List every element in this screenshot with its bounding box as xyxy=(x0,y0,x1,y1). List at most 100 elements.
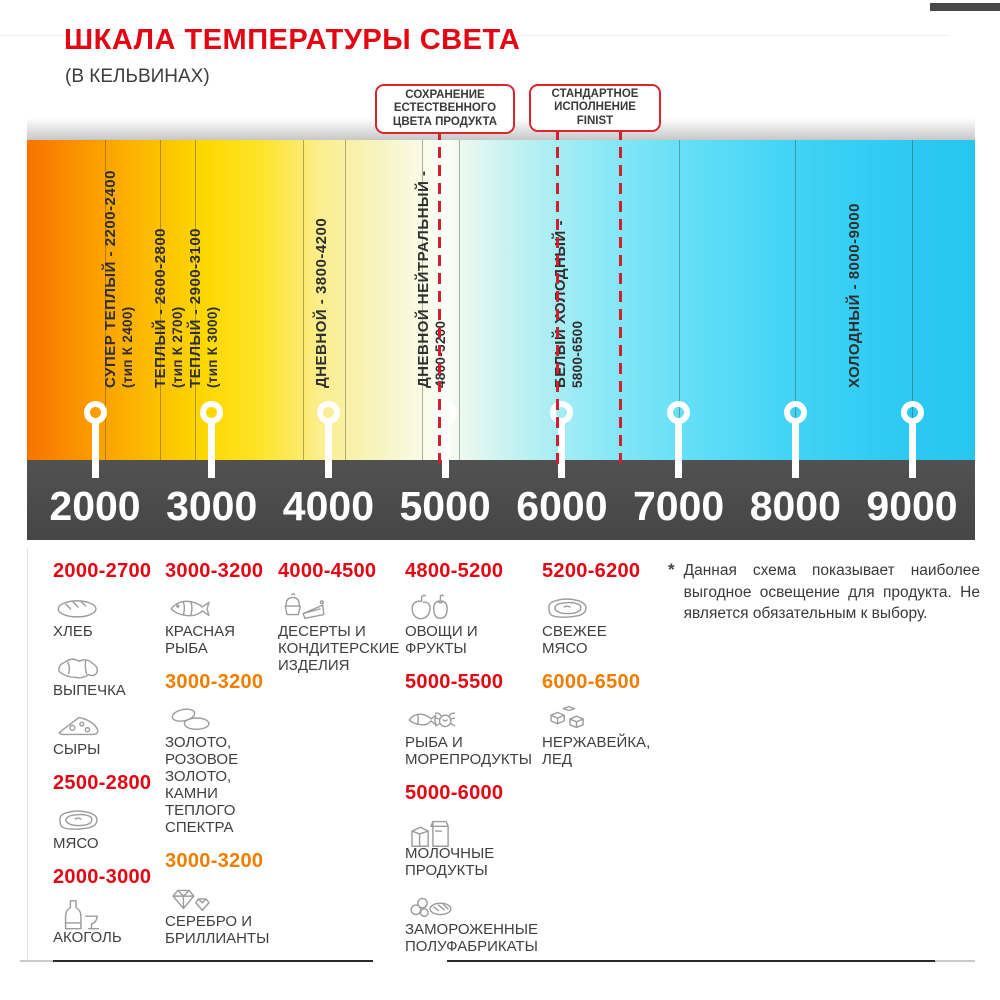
axis-tick: 4000 xyxy=(282,483,374,529)
fruits-icon xyxy=(405,591,581,623)
temperature-range: 4800-5200 xyxy=(405,560,504,582)
zone-separator-line xyxy=(912,140,913,460)
product-label: ЗАМОРОЖЕННЫЕ ПОЛУФАБРИКАТЫ xyxy=(405,921,539,955)
product-item: ЗОЛОТО, РОЗОВОЕ ЗОЛОТО, КАМНИ ТЕПЛОГО СП… xyxy=(165,702,277,836)
axis-tick: 8000 xyxy=(749,483,841,529)
zone-label-sub: 5800-6500 xyxy=(570,320,586,388)
footnote-asterisk: * xyxy=(668,560,675,579)
scale-pin-stem xyxy=(908,421,916,478)
cheese-icon xyxy=(53,709,158,741)
temperature-range: 3000-3200 xyxy=(165,671,264,693)
callout-dashed-line xyxy=(556,129,560,470)
category-column: 3000-3200 КРАСНАЯ РЫБА 3000-3200 ЗОЛОТО, РО… xyxy=(165,560,277,957)
temperature-range: 2000-3000 xyxy=(53,866,152,888)
zone-separator-line xyxy=(678,140,680,460)
croissant-icon xyxy=(53,650,158,682)
zone-separator-line xyxy=(458,140,460,460)
axis-tick: 2000 xyxy=(49,483,141,529)
product-label: СЫРЫ xyxy=(53,741,101,758)
product-item: РЫБА И МОРЕПРОДУКТЫ xyxy=(405,702,581,768)
product-item: СЕРЕБРО И БРИЛЛИАНТЫ xyxy=(165,881,277,947)
temperature-range: 6000-6500 xyxy=(542,671,641,693)
product-item: ОВОЩИ И ФРУКТЫ xyxy=(405,591,581,657)
product-label: МОЛОЧНЫЕ ПРОДУКТЫ xyxy=(405,845,495,879)
product-item: ДЕСЕРТЫ И КОНДИТЕРСКИЕ ИЗДЕЛИЯ xyxy=(278,591,402,674)
axis-tick: 3000 xyxy=(166,483,258,529)
category-column: 2000-2700 ХЛЕБ ВЫПЕЧКА СЫРЫ 2500-2800 МЯСО 200… xyxy=(53,560,158,956)
bottom-line-segment xyxy=(935,960,975,962)
page-subtitle: (В КЕЛЬВИНАХ) xyxy=(65,66,210,87)
frozen-icon xyxy=(405,889,581,921)
callout-dashed-line xyxy=(618,129,622,470)
zone-label-main: СУПЕР ТЕПЛЫЙ - 2200-2400 xyxy=(101,170,119,388)
temperature-range: 5000-5500 xyxy=(405,671,504,693)
zone-label: СУПЕР ТЕПЛЫЙ - 2200-2400 (тип К 2400) xyxy=(102,150,136,388)
zone-separator-line xyxy=(104,140,106,460)
seafood-icon xyxy=(405,702,581,734)
product-label: РЫБА И МОРЕПРОДУКТЫ xyxy=(405,734,533,768)
category-column: 5200-6200 СВЕЖЕЕ МЯСО 6000-6500 НЕРЖАВЕЙКА,… xyxy=(542,560,666,778)
zone-label-main: ТЕПЛЫЙ - 2600-2800 xyxy=(152,227,169,388)
product-item: СЫРЫ xyxy=(53,709,158,758)
kelvin-axis-bar xyxy=(27,460,975,540)
top-right-bar xyxy=(930,3,1000,11)
scale-pin-stem xyxy=(558,421,566,478)
product-label: СВЕЖЕЕ МЯСО xyxy=(542,623,607,657)
zone-separator-line xyxy=(795,140,797,460)
product-label: ЗОЛОТО, РОЗОВОЕ ЗОЛОТО, КАМНИ ТЕПЛОГО СП… xyxy=(165,734,239,836)
callout-natural-color: СОХРАНЕНИЕ ЕСТЕСТВЕННОГО ЦВЕТА ПРОДУКТА xyxy=(375,84,515,134)
zone-label-sub: (тип К 3000) xyxy=(205,306,220,388)
zone-label: ДНЕВНОЙ НЕЙТРАЛЬНЫЙ -4800-5200 xyxy=(415,150,449,388)
footnote: * Данная схема показывает наиболее выгод… xyxy=(668,560,980,625)
fresh-meat-icon xyxy=(542,591,666,623)
category-column: 4800-5200 ОВОЩИ И ФРУКТЫ 5000-5500 РЫБА И М… xyxy=(405,560,581,965)
scale-pin-stem xyxy=(675,421,683,478)
zone-label: ТЕПЛЫЙ - 2900-3100 (тип К 3000) xyxy=(187,150,221,388)
product-label: НЕРЖАВЕЙКА, ЛЕД xyxy=(542,734,651,768)
product-item: КРАСНАЯ РЫБА xyxy=(165,591,277,657)
product-item: НЕРЖАВЕЙКА, ЛЕД xyxy=(542,702,666,768)
product-item: МОЛОЧНЫЕ ПРОДУКТЫ xyxy=(405,813,581,879)
zone-label-main: БЕЛЫЙ ХОЛОДНЫЙ - xyxy=(552,220,570,388)
product-label: АКОГОЛЬ xyxy=(53,929,122,946)
axis-tick: 5000 xyxy=(399,483,491,529)
scale-pin-stem xyxy=(441,421,449,478)
footnote-text: Данная схема показывает наиболее выгодно… xyxy=(683,562,980,622)
scale-pin-stem xyxy=(791,421,799,478)
temperature-range: 2000-2700 xyxy=(53,560,152,582)
bottom-line-segment xyxy=(20,960,53,962)
zone-label-main: ДНЕВНОЙ НЕЙТРАЛЬНЫЙ - xyxy=(415,170,433,388)
zone-label: ДНЕВНОЙ - 3800-4200 xyxy=(313,150,331,388)
product-item: СВЕЖЕЕ МЯСО xyxy=(542,591,666,657)
zone-separator-line xyxy=(302,140,304,460)
bottom-line-segment xyxy=(447,960,935,962)
hairline xyxy=(0,35,950,36)
callout-finist-standard: СТАНДАРТНОЕ ИСПОЛНЕНИЕ FINIST xyxy=(529,84,661,132)
product-item: АКОГОЛЬ xyxy=(53,897,158,946)
temperature-range: 3000-3200 xyxy=(165,850,264,872)
product-label: СЕРЕБРО И БРИЛЛИАНТЫ xyxy=(165,913,270,947)
zone-separator-line xyxy=(194,140,196,460)
diamond-icon xyxy=(165,881,277,913)
scale-pin-stem xyxy=(91,421,99,478)
zone-separator-line xyxy=(344,140,346,460)
product-label: ОВОЩИ И ФРУКТЫ xyxy=(405,623,478,657)
zone-label: ХОЛОДНЫЙ - 8000-9000 xyxy=(846,150,864,388)
rings-icon xyxy=(165,702,277,734)
temperature-range: 5200-6200 xyxy=(542,560,641,582)
scale-pin-stem xyxy=(324,421,332,478)
product-item: МЯСО xyxy=(53,803,158,852)
scale-pin-stem xyxy=(208,421,216,478)
bottom-line-segment xyxy=(53,960,373,962)
axis-tick: 9000 xyxy=(866,483,958,529)
zone-label: ТЕПЛЫЙ - 2600-2800 (тип К 2700) xyxy=(152,150,186,388)
product-label: КРАСНАЯ РЫБА xyxy=(165,623,235,657)
alcohol-icon xyxy=(53,897,158,930)
product-item: ЗАМОРОЖЕННЫЕ ПОЛУФАБРИКАТЫ xyxy=(405,889,581,955)
page-title: ШКАЛА ТЕМПЕРАТУРЫ СВЕТА xyxy=(64,24,521,56)
ice-icon xyxy=(542,702,666,734)
axis-tick: 7000 xyxy=(632,483,725,529)
product-item: ВЫПЕЧКА xyxy=(53,650,158,699)
zone-separator-line xyxy=(421,140,423,460)
